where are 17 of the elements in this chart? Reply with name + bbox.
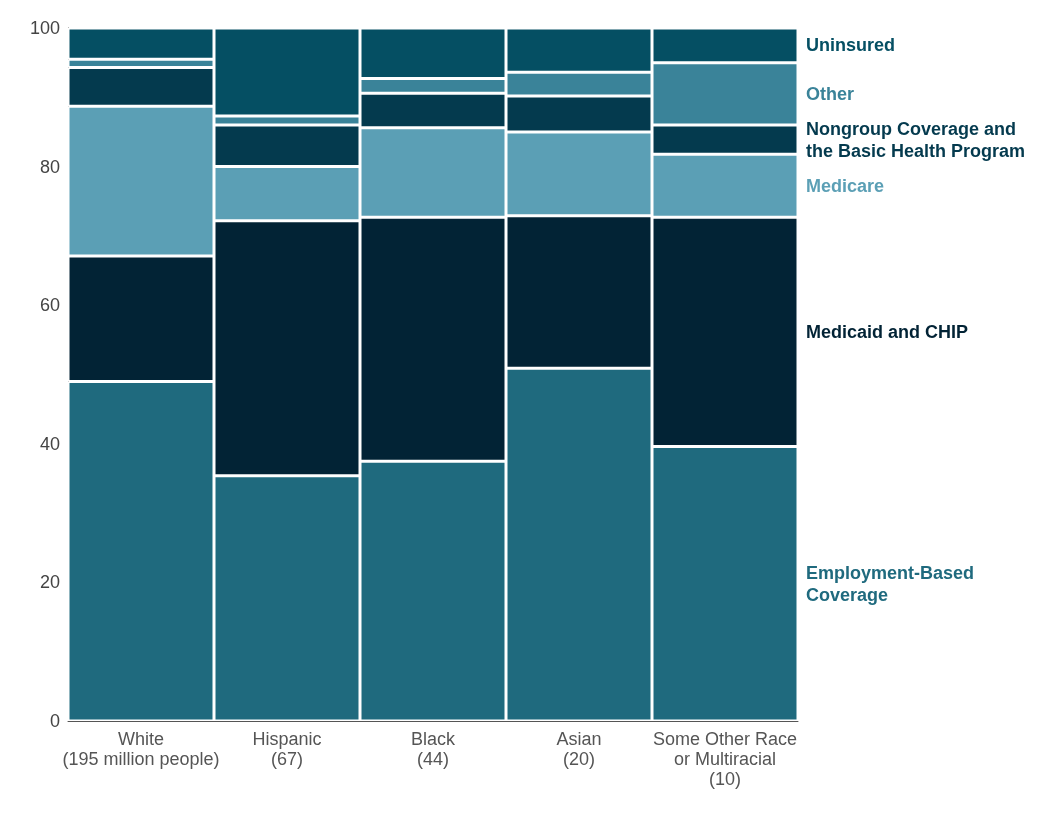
y-tick-label: 100 (29, 18, 60, 38)
y-tick-label: 0 (49, 711, 60, 731)
y-tick-label: 80 (39, 156, 60, 177)
series-label: Employment-Based Coverage (806, 562, 980, 605)
series-label: Medicare (806, 175, 885, 196)
series-label: Other (806, 83, 855, 104)
series-label: Nongroup Coverage and the Basic Health Program (806, 118, 1026, 161)
x-tick-label: White (195 million people) (62, 729, 220, 769)
y-tick-label: 40 (39, 433, 60, 454)
y-tick-label: 60 (39, 295, 60, 316)
y-tick-label: 20 (39, 572, 60, 593)
x-tick-label: Hispanic (67) (252, 729, 322, 769)
x-tick-label: Asian (20) (556, 729, 602, 769)
series-label: Uninsured (806, 35, 896, 56)
series-label: Medicaid and CHIP (806, 321, 969, 342)
x-tick-label: Some Other Race or Multiracial (10) (652, 729, 798, 789)
x-tick-label: Black (44) (410, 729, 457, 769)
